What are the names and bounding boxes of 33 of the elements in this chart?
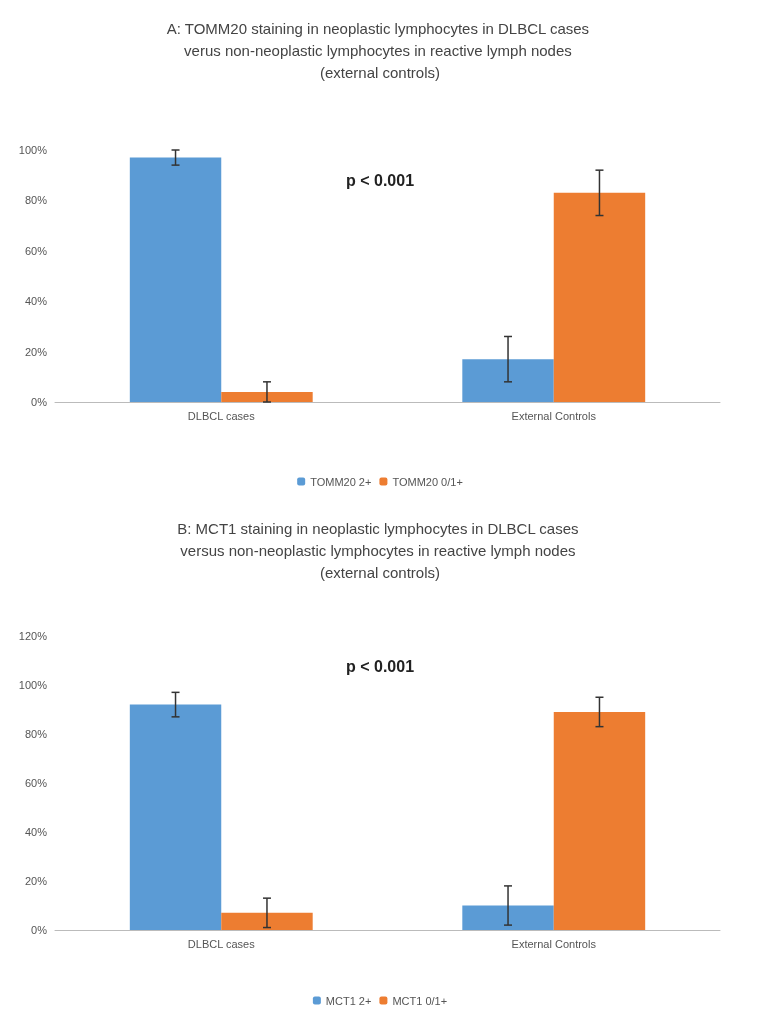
x-tick-label: DLBCL cases — [187, 937, 256, 950]
bar — [129, 157, 222, 402]
bar — [553, 192, 646, 402]
y-tick-label: 80% — [24, 194, 48, 207]
y-tick-label: 100% — [18, 144, 48, 156]
x-tick-label: DLBCL cases — [187, 409, 256, 422]
bar — [221, 912, 313, 930]
annotation: p < 0.001 — [345, 171, 415, 189]
y-tick-label: 40% — [24, 826, 48, 838]
annotation: p < 0.001 — [345, 657, 415, 675]
legend-label: TOMM20 0/1+ — [392, 475, 463, 488]
bar — [462, 905, 554, 930]
x-tick-label: External Controls — [511, 409, 597, 422]
y-tick-label: 0% — [31, 396, 48, 408]
legend-label: MCT1 0/1+ — [392, 994, 448, 1007]
y-tick-label: 0% — [31, 924, 48, 936]
chart-title: A: TOMM20 staining in neoplastic lymphocytes in DLBCL cases verus non-neoplastic lymphocytes in reactive lymph nodes (external controls) — [166, 19, 594, 81]
y-tick-label: 20% — [24, 875, 48, 887]
y-tick-label: 60% — [24, 244, 48, 257]
bar — [462, 359, 554, 402]
y-tick-label: 120% — [18, 630, 48, 642]
bar — [553, 711, 646, 930]
x-tick-label: External Controls — [511, 937, 597, 950]
bar — [221, 391, 313, 402]
y-tick-label: 40% — [24, 295, 48, 308]
legend-label: TOMM20 2+ — [310, 475, 372, 488]
legend-label: MCT1 2+ — [325, 994, 372, 1007]
y-tick-label: 60% — [24, 777, 48, 789]
chart-title: B: MCT1 staining in neoplastic lymphocytes in DLBCL cases versus non-neoplastic lymphocytes in reactive lymph nodes (external controls) — [177, 519, 583, 581]
bar — [129, 704, 222, 930]
y-tick-label: 100% — [18, 679, 48, 691]
y-tick-label: 80% — [24, 728, 48, 740]
y-tick-label: 20% — [24, 345, 48, 358]
